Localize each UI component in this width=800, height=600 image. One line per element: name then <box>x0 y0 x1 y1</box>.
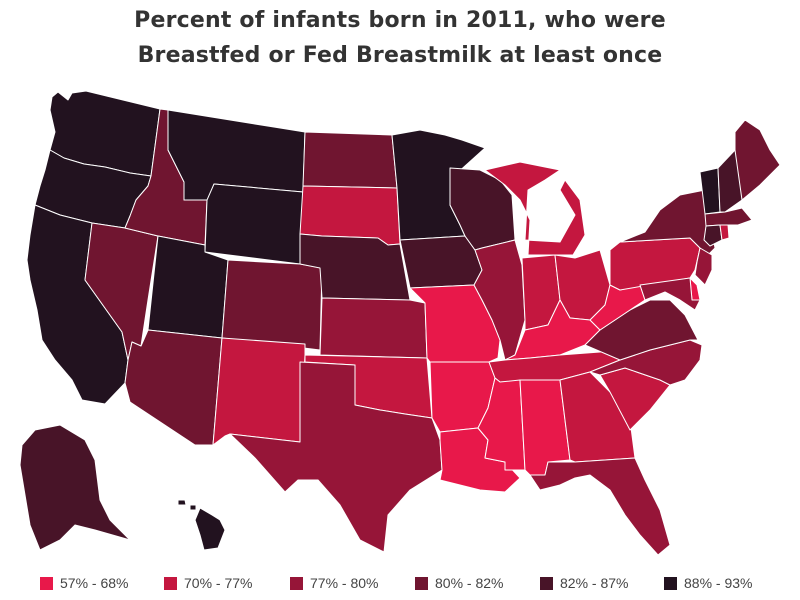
state-ks <box>319 297 428 359</box>
legend-item-3: 80% - 82% <box>415 574 503 592</box>
state-nj <box>694 247 713 286</box>
legend-label-5: 88% - 93% <box>684 575 753 591</box>
state-co <box>221 259 323 351</box>
state-nm <box>212 337 306 446</box>
state-fl <box>529 457 671 556</box>
state-az <box>124 329 223 446</box>
legend-swatch-3 <box>415 576 428 590</box>
legend: 57% - 68% 70% - 77% 77% - 80% 80% - 82% … <box>0 574 800 594</box>
legend-swatch-5 <box>664 576 677 590</box>
state-ga <box>559 371 636 463</box>
legend-swatch-2 <box>290 576 303 590</box>
state-md <box>639 277 701 311</box>
legend-label-0: 57% - 68% <box>60 575 129 591</box>
states-layer <box>19 90 781 556</box>
legend-item-0: 57% - 68% <box>40 574 128 592</box>
chart-title-line-1: Percent of infants born in 2011, who wer… <box>134 8 666 33</box>
state-nh <box>717 149 743 213</box>
state-ne <box>299 233 411 301</box>
legend-item-4: 82% - 87% <box>540 574 628 592</box>
state-ri <box>719 224 730 241</box>
state-nd <box>302 131 398 189</box>
state-hi <box>177 499 226 551</box>
state-ms <box>477 377 526 471</box>
state-ak <box>19 424 131 551</box>
legend-swatch-0 <box>40 576 53 590</box>
legend-swatch-4 <box>540 576 553 590</box>
state-ia <box>399 235 483 289</box>
legend-swatch-1 <box>164 576 177 590</box>
legend-label-1: 70% - 77% <box>184 575 253 591</box>
chart-title-line-2: Breastfed or Fed Breastmilk at least onc… <box>137 43 663 68</box>
state-wy <box>204 183 304 265</box>
legend-item-5: 88% - 93% <box>664 574 752 592</box>
legend-item-1: 70% - 77% <box>164 574 252 592</box>
legend-item-2: 77% - 80% <box>290 574 378 592</box>
state-me <box>734 119 781 201</box>
legend-label-4: 82% - 87% <box>560 575 629 591</box>
state-mi <box>484 161 586 256</box>
state-tx <box>229 361 443 553</box>
state-ct <box>703 224 723 247</box>
legend-label-3: 80% - 82% <box>435 575 504 591</box>
legend-label-2: 77% - 80% <box>310 575 379 591</box>
